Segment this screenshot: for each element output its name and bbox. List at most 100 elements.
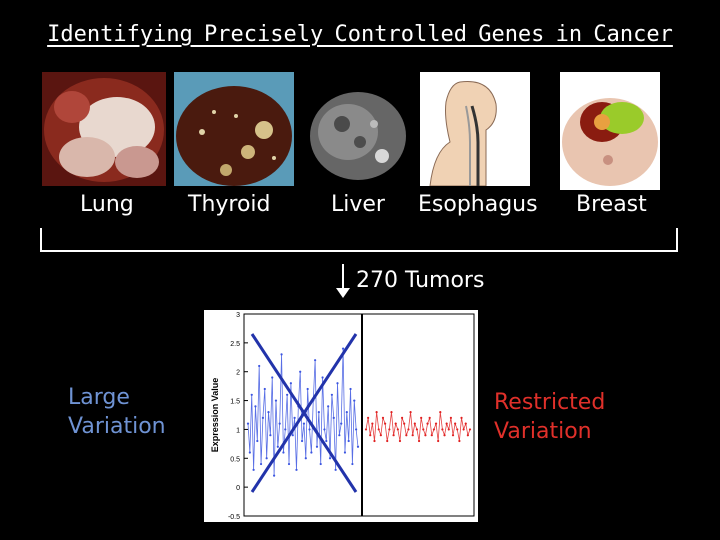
large-variation-series-point <box>343 451 347 454</box>
restricted-variation-line-1: Restricted <box>494 390 606 415</box>
restricted-variation-series-point <box>392 434 395 437</box>
large-variation-series-point <box>282 451 285 454</box>
large-variation-series-point <box>328 457 332 460</box>
large-variation-series-point <box>248 451 251 454</box>
large-variation-series-point <box>289 382 292 385</box>
large-variation-series-point <box>321 376 324 379</box>
restricted-variation-series-point <box>386 439 389 443</box>
restricted-variation-series-point <box>454 422 457 425</box>
restricted-variation-series-point <box>439 411 442 414</box>
organ-label-breast: Breast <box>576 192 647 217</box>
large-variation-series-point <box>336 382 339 385</box>
restricted-variation-series-point <box>430 434 433 437</box>
restricted-variation-series-point <box>451 434 455 437</box>
large-variation-series-point <box>293 416 296 419</box>
y-tick-label: 0 <box>236 485 240 492</box>
large-variation-series-point <box>302 422 306 425</box>
restricted-variation-series-point <box>381 416 385 419</box>
restricted-variation-series-point <box>447 428 450 431</box>
large-variation-series-point <box>338 434 341 437</box>
large-variation-line-1: Large <box>68 385 130 410</box>
large-variation-series-point <box>332 416 335 419</box>
restricted-variation-series-point <box>443 434 446 437</box>
restricted-variation-series-point <box>464 422 467 425</box>
restricted-variation-series-line <box>365 412 471 442</box>
restricted-variation-series-point <box>390 411 393 414</box>
breast-tumor-image <box>560 72 660 190</box>
restricted-variation-series-point <box>364 428 368 431</box>
esophagus-diagram-image <box>420 72 530 186</box>
large-variation-series-point <box>295 468 298 471</box>
large-variation-series-point <box>330 393 333 396</box>
large-variation-series-point <box>254 405 257 408</box>
restricted-variation-series-point <box>407 428 410 431</box>
restricted-variation-series-point <box>394 422 397 425</box>
large-variation-series-point <box>351 462 354 466</box>
organ-label-esophagus: Esophagus <box>418 192 538 217</box>
restricted-variation-series-point <box>400 416 404 419</box>
large-variation-series-point <box>349 387 352 391</box>
large-variation-series-point <box>325 439 328 443</box>
restricted-variation-series-point <box>426 422 429 425</box>
large-variation-series-point <box>278 422 281 425</box>
large-variation-series-point <box>256 439 259 443</box>
lung-tumor-image <box>42 72 166 186</box>
tumor-count-label: 270 Tumors <box>356 268 485 293</box>
large-variation-series-point <box>306 387 309 391</box>
restricted-variation-series-point <box>384 422 387 425</box>
restricted-variation-line-2: Variation <box>494 419 592 444</box>
restricted-variation-series-point <box>398 439 402 443</box>
large-variation-series-point <box>250 393 253 396</box>
large-variation-series-point <box>252 468 255 471</box>
restricted-variation-series-point <box>458 439 461 443</box>
large-variation-series-point <box>353 399 356 402</box>
large-variation-series-point <box>267 411 270 414</box>
large-variation-series-point <box>287 462 291 466</box>
restricted-variation-series-point <box>396 428 399 431</box>
large-variation-series-point <box>334 468 337 471</box>
restricted-variation-series-point <box>441 428 444 431</box>
restricted-variation-series-point <box>434 422 438 425</box>
large-variation-series-point <box>308 428 311 431</box>
large-variation-series-point <box>345 411 348 414</box>
large-variation-series-point <box>269 434 272 437</box>
restricted-variation-series-point <box>413 422 416 425</box>
large-variation-series-point <box>355 428 358 431</box>
expression-plot: 3 2.5 2 1.5 1 0.5 0 -0.5 Expression Value <box>204 310 478 522</box>
down-arrow-icon <box>336 288 350 298</box>
restricted-variation-series-point <box>428 416 431 419</box>
large-variation-series-point <box>291 434 294 437</box>
y-tick-label: 1 <box>236 427 240 434</box>
restricted-variation-series-point <box>373 439 376 443</box>
grouping-bracket <box>40 228 678 252</box>
expression-chart-svg: 3 2.5 2 1.5 1 0.5 0 -0.5 Expression Value <box>210 312 475 521</box>
restricted-variation-series-point <box>379 434 382 437</box>
large-variation-series-point <box>299 370 302 373</box>
large-variation-series-point <box>323 428 326 431</box>
restricted-variation-label: Restricted Variation <box>494 388 605 446</box>
y-tick-label: 1.5 <box>230 399 240 406</box>
large-variation-series-point <box>300 439 304 443</box>
large-variation-label: Large Variation <box>68 383 166 441</box>
large-variation-series-point <box>273 474 276 477</box>
restricted-variation-series-point <box>432 428 436 431</box>
restricted-variation-series-point <box>415 428 419 431</box>
thyroid-tumor-image <box>174 72 294 186</box>
large-variation-series-point <box>263 387 266 391</box>
y-tick-label: -0.5 <box>228 514 240 521</box>
large-variation-series-point <box>261 416 265 419</box>
large-variation-series-point <box>286 393 289 396</box>
restricted-variation-series-point <box>460 416 463 419</box>
restricted-variation-series-point <box>466 434 469 437</box>
restricted-variation-series-point <box>369 434 372 437</box>
large-variation-series-point <box>341 347 345 350</box>
large-variation-series-point <box>271 376 274 379</box>
large-variation-series-point <box>314 359 317 362</box>
large-variation-series-point <box>258 364 261 368</box>
down-arrow-shaft <box>342 264 344 290</box>
large-variation-series-point <box>327 405 330 408</box>
large-variation-series-point <box>319 462 322 466</box>
restricted-variation-series-point <box>462 428 465 431</box>
liver-ct-image <box>304 72 406 186</box>
restricted-variation-series-point <box>437 439 440 443</box>
